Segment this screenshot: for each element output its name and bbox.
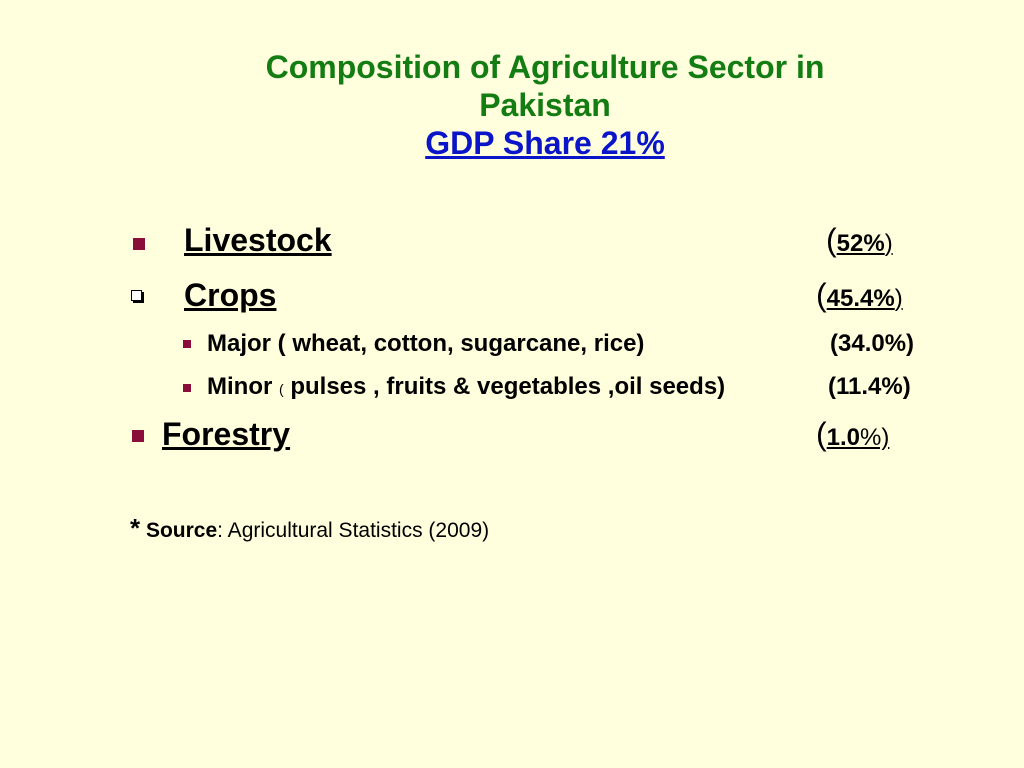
square-bullet-icon	[132, 430, 144, 442]
hollow-square-bullet-icon	[131, 290, 142, 301]
small-square-bullet-icon	[183, 340, 191, 348]
slide-title: Composition of Agriculture Sector in Pak…	[190, 48, 900, 162]
minor-crops-label: Minor ( pulses , fruits & vegetables ,oi…	[207, 373, 726, 400]
source-text: : Agricultural Statistics (2009)	[217, 519, 490, 542]
forestry-label: Forestry	[162, 416, 291, 452]
crops-percent: (45.4%)	[816, 277, 903, 313]
crops-label: Crops	[184, 277, 277, 313]
small-square-bullet-icon	[183, 384, 191, 392]
title-line-1: Composition of Agriculture Sector in	[265, 49, 825, 85]
livestock-percent: (52%)	[826, 222, 893, 258]
major-crops-percent: (34.0%)	[830, 330, 915, 357]
source-label: Source	[145, 519, 218, 542]
major-crops-label: Major ( wheat, cotton, sugarcane, rice)	[207, 330, 645, 357]
source-note: * Source: Agricultural Statistics (2009)	[130, 513, 489, 544]
square-bullet-icon	[133, 238, 145, 250]
title-line-2: Pakistan	[479, 87, 611, 123]
livestock-label: Livestock	[184, 222, 332, 258]
forestry-percent: (1.0%)	[816, 416, 890, 452]
minor-crops-percent: (11.4%)	[828, 373, 911, 400]
asterisk: *	[130, 513, 141, 543]
gdp-share-link[interactable]: GDP Share 21%	[425, 125, 665, 161]
